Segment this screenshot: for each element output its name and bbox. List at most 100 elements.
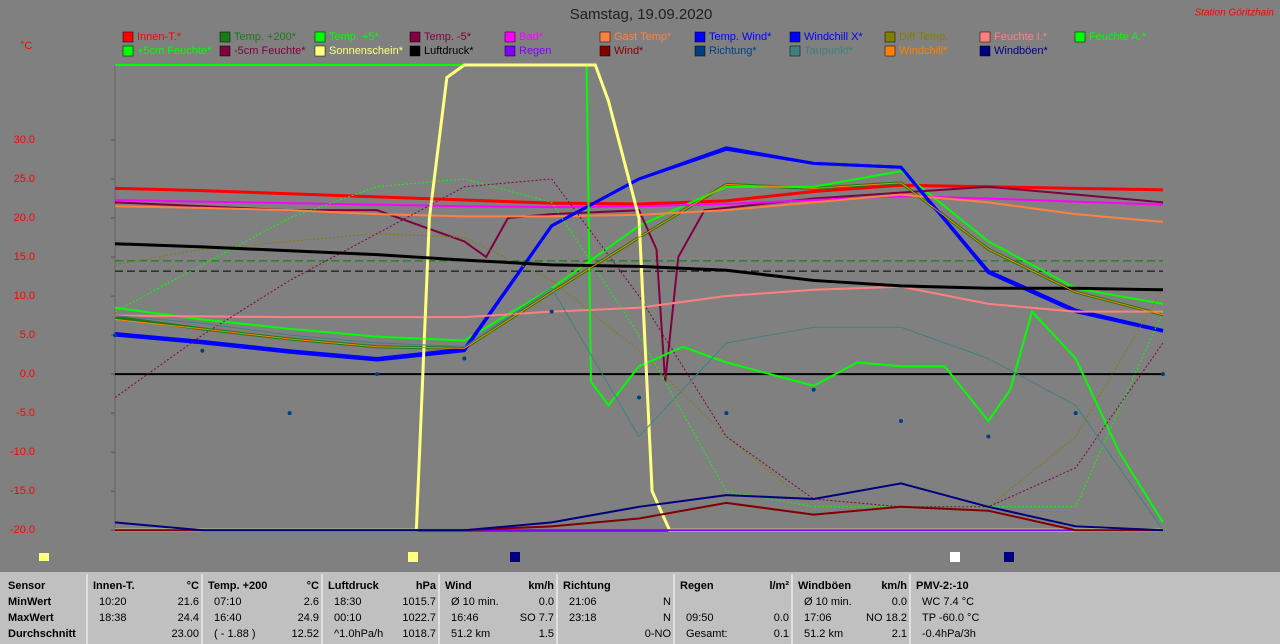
chart-bg <box>0 0 1280 572</box>
col-unit: °C <box>307 580 319 592</box>
legend-swatch <box>504 31 516 43</box>
cell: 0.0 <box>539 596 554 608</box>
legend-label: Windchill X* <box>804 31 863 43</box>
dot <box>287 411 292 416</box>
col-header: Windböen <box>798 580 851 592</box>
cell: 0.0 <box>774 612 789 624</box>
cell: 16:46 <box>451 612 479 624</box>
legend-swatch <box>219 45 231 57</box>
legend-label: Feuchte I.* <box>994 31 1048 43</box>
legend-swatch <box>884 45 896 57</box>
legend-label: Temp. +5* <box>329 31 380 43</box>
legend-swatch <box>314 45 326 57</box>
cell: 0.1 <box>774 628 789 640</box>
cell: 00:10 <box>334 612 362 624</box>
cell: 10:20 <box>99 596 127 608</box>
cell: 24.9 <box>298 612 319 624</box>
legend-label: Temp. -5* <box>424 31 472 43</box>
col-unit: °C <box>187 580 199 592</box>
cell: SO 7.7 <box>520 612 554 624</box>
cell: 51.2 km <box>451 628 490 640</box>
station: Station Göritzhain <box>1195 8 1275 19</box>
legend-swatch <box>599 45 611 57</box>
dot <box>462 356 467 361</box>
col-unit: km/h <box>881 580 907 592</box>
legend-label: +5cm Feuchte* <box>137 45 212 57</box>
col-header: Richtung <box>563 580 611 592</box>
cell: 1015.7 <box>402 596 436 608</box>
col-header: Luftdruck <box>328 580 380 592</box>
cell: 07:10 <box>214 596 242 608</box>
cell: 0-NO <box>645 628 672 640</box>
legend-label: Windchill* <box>899 45 948 57</box>
cell: Ø 10 min. <box>804 596 852 608</box>
legend-label: Regen <box>519 45 551 57</box>
dot <box>549 309 554 314</box>
y-tick-label: 5.0 <box>20 329 35 341</box>
col-unit: hPa <box>416 580 437 592</box>
cell: 18:38 <box>99 612 127 624</box>
legend-swatch <box>122 45 134 57</box>
dot <box>724 411 729 416</box>
legend-label: Feuchte A.* <box>1089 31 1147 43</box>
col-header: Wind <box>445 580 472 592</box>
legend-label: Luftdruck* <box>424 45 474 57</box>
cell: NO 18.2 <box>866 612 907 624</box>
cell: 1.5 <box>539 628 554 640</box>
legend-swatch <box>409 31 421 43</box>
cell: 2.6 <box>304 596 319 608</box>
cell: 16:40 <box>214 612 242 624</box>
legend-swatch <box>789 31 801 43</box>
legend-swatch <box>219 31 231 43</box>
series-line <box>114 285 1163 319</box>
y-tick-label: 30.0 <box>14 134 35 146</box>
legend-swatch <box>1074 31 1086 43</box>
legend-swatch <box>694 31 706 43</box>
legend-swatch <box>979 45 991 57</box>
legend-swatch <box>599 31 611 43</box>
cell: 23.00 <box>171 628 199 640</box>
legend-label: Bad* <box>519 31 544 43</box>
cell: 1022.7 <box>402 612 436 624</box>
legend-label: Taupunkt* <box>804 45 854 57</box>
cell: N <box>663 596 671 608</box>
legend-label: Windböen* <box>994 45 1049 57</box>
legend-label: -5cm Feuchte* <box>234 45 306 57</box>
dot <box>1161 372 1165 377</box>
title: Samstag, 19.09.2020 <box>570 6 713 23</box>
row-label: MinWert <box>8 596 52 608</box>
cell: 2.1 <box>892 628 907 640</box>
y-tick-label: 25.0 <box>14 173 35 185</box>
dot <box>986 434 991 439</box>
series-line <box>114 482 1164 532</box>
y-tick-label: -5.0 <box>16 407 35 419</box>
legend-swatch <box>409 45 421 57</box>
legend-swatch <box>694 45 706 57</box>
cell: TP -60.0 °C <box>922 612 979 624</box>
col-unit: l/m² <box>769 580 789 592</box>
cell: 24.4 <box>178 612 199 624</box>
legend-swatch <box>789 45 801 57</box>
cell: 12.52 <box>291 628 319 640</box>
legend-swatch <box>884 31 896 43</box>
y-tick-label: 15.0 <box>14 251 35 263</box>
y-tick-label: 10.0 <box>14 290 35 302</box>
icons <box>39 552 1014 562</box>
col-header: Regen <box>680 580 714 592</box>
dot <box>375 372 379 377</box>
cell: -0.4hPa/3h <box>922 628 976 640</box>
cell: 21.6 <box>178 596 199 608</box>
series-line <box>114 195 1164 209</box>
col-header: Temp. +200 <box>208 580 267 592</box>
cell: 18:30 <box>334 596 362 608</box>
series-line <box>114 233 1164 508</box>
y-tick-label: 20.0 <box>14 212 35 224</box>
table-bg <box>0 572 1280 644</box>
y-tick-label: -20.0 <box>10 524 35 536</box>
legend-label: Diff Temp. <box>899 31 948 43</box>
legend-swatch <box>979 31 991 43</box>
col-unit: km/h <box>528 580 554 592</box>
cell: N <box>663 612 671 624</box>
